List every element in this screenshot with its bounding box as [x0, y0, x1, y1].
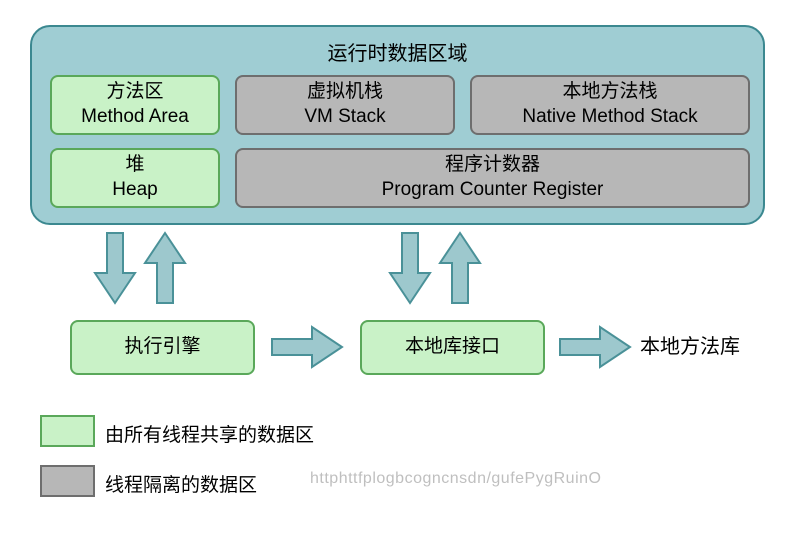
watermark-text: httphttfplogbcogncnsdn/gufePygRuinO	[310, 470, 601, 488]
arrow-native-to-libs	[560, 327, 630, 367]
arrow-exec-to-runtime-up	[145, 233, 185, 303]
jvm-memory-diagram: 运行时数据区域 方法区 Method Area 虚拟机栈 VM Stack 本地…	[20, 20, 789, 537]
arrows-layer	[20, 20, 789, 537]
legend-swatch-shared	[40, 415, 95, 447]
legend-label-isolated: 线程隔离的数据区	[105, 470, 257, 497]
legend-swatch-isolated	[40, 465, 95, 497]
arrow-runtime-to-exec-down	[95, 233, 135, 303]
arrow-runtime-to-native-down	[390, 233, 430, 303]
legend-label-shared: 由所有线程共享的数据区	[105, 420, 314, 447]
arrow-exec-to-native	[272, 327, 342, 367]
arrow-native-to-runtime-up	[440, 233, 480, 303]
